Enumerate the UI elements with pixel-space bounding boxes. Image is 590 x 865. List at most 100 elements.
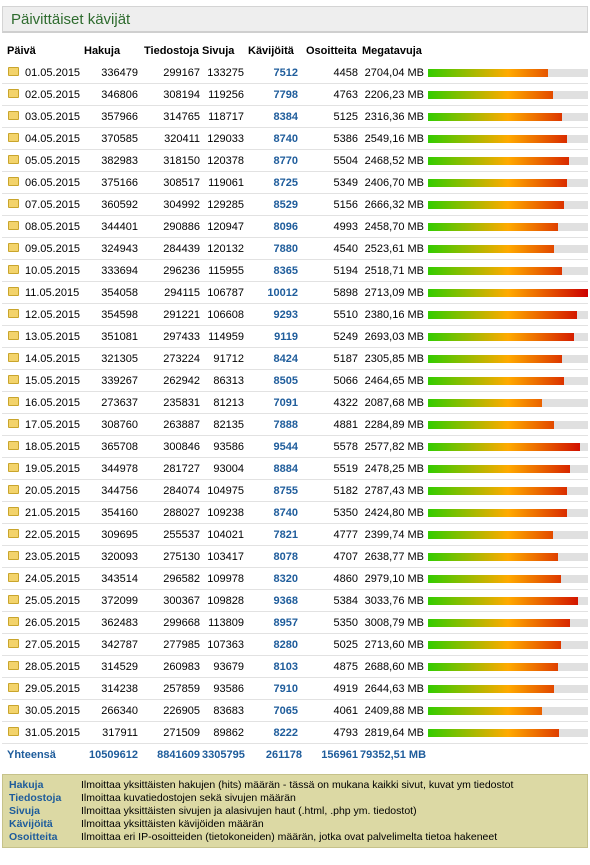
usage-bar-fill (428, 596, 578, 605)
hakuja-cell: 336479 (84, 62, 140, 84)
day-label: 15.05.2015 (25, 374, 81, 387)
usage-bar (428, 112, 588, 121)
osoitteita-cell: 4322 (304, 391, 360, 414)
osoitteita-cell: 5125 (304, 105, 360, 128)
bar-cell (428, 83, 588, 106)
day-label: 02.05.2015 (25, 88, 81, 101)
kavijoita-cell: 9119 (246, 325, 304, 348)
usage-bar-fill (428, 574, 561, 583)
sivuja-cell: 106608 (202, 303, 246, 326)
osoitteita-cell: 5519 (304, 457, 360, 480)
usage-bar (428, 508, 588, 517)
table-row: 13.05.2015 351081 297433 114959 9119 5249 2693… (2, 325, 588, 348)
folder-icon (8, 485, 19, 495)
tiedostoja-cell: 320411 (140, 127, 202, 150)
bar-cell (428, 259, 588, 282)
table-row: 02.05.2015 346806 308194 119256 7798 4763 2206… (2, 83, 588, 106)
megatavuja-cell: 2688,60 MB (360, 655, 428, 678)
bar-cell (428, 237, 588, 260)
sivuja-cell: 81213 (202, 391, 246, 414)
kavijoita-cell: 8103 (246, 655, 304, 678)
tiedostoja-cell: 300846 (140, 435, 202, 458)
day-cell: 04.05.2015 (2, 127, 84, 150)
tiedostoja-cell: 263887 (140, 413, 202, 436)
day-cell: 13.05.2015 (2, 325, 84, 348)
legend-desc: Ilmoittaa yksittäisten kävijöiden määrän (81, 818, 264, 830)
table-row: 06.05.2015 375166 308517 119061 8725 5349 2406… (2, 171, 588, 194)
col-header-sivuja: Sivuja (202, 45, 235, 57)
day-label: 09.05.2015 (25, 242, 81, 255)
hakuja-cell: 314529 (84, 655, 140, 678)
megatavuja-cell: 3033,76 MB (360, 589, 428, 612)
folder-icon (8, 507, 19, 517)
usage-bar (428, 68, 588, 77)
usage-bar-fill (428, 508, 567, 517)
bar-cell (428, 633, 588, 656)
kavijoita-cell: 7910 (246, 677, 304, 700)
folder-icon (8, 463, 19, 473)
megatavuja-cell: 2406,70 MB (360, 171, 428, 194)
col-header-hakuja: Hakuja (84, 45, 121, 57)
tiedostoja-cell: 291221 (140, 303, 202, 326)
day-label: 12.05.2015 (25, 308, 81, 321)
hakuja-cell: 266340 (84, 699, 140, 722)
col-header-bar (428, 40, 588, 62)
hakuja-cell: 372099 (84, 589, 140, 612)
tiedostoja-cell: 271509 (140, 721, 202, 744)
tiedostoja-cell: 290886 (140, 215, 202, 238)
usage-bar (428, 618, 588, 627)
usage-bar (428, 552, 588, 561)
kavijoita-cell: 8365 (246, 259, 304, 282)
kavijoita-cell: 7880 (246, 237, 304, 260)
sivuja-cell: 109828 (202, 589, 246, 612)
usage-bar-fill (428, 706, 542, 715)
day-cell: 01.05.2015 (2, 62, 84, 84)
folder-icon (8, 309, 19, 319)
osoitteita-cell: 5898 (304, 281, 360, 304)
megatavuja-cell: 2206,23 MB (360, 83, 428, 106)
osoitteita-cell: 5249 (304, 325, 360, 348)
hakuja-cell: 314238 (84, 677, 140, 700)
kavijoita-cell: 8320 (246, 567, 304, 590)
legend-term: Kävijöitä (9, 818, 53, 830)
tiedostoja-cell: 304992 (140, 193, 202, 216)
day-cell: 06.05.2015 (2, 171, 84, 194)
sivuja-cell: 103417 (202, 545, 246, 568)
hakuja-cell: 333694 (84, 259, 140, 282)
sivuja-cell: 109238 (202, 501, 246, 524)
osoitteita-cell: 5156 (304, 193, 360, 216)
osoitteita-cell: 5349 (304, 171, 360, 194)
sivuja-cell: 120378 (202, 149, 246, 172)
day-label: 19.05.2015 (25, 462, 81, 475)
tiedostoja-cell: 260983 (140, 655, 202, 678)
table-row: 07.05.2015 360592 304992 129285 8529 5156 2666… (2, 193, 588, 216)
folder-icon (8, 551, 19, 561)
folder-icon (8, 67, 19, 77)
day-cell: 09.05.2015 (2, 237, 84, 260)
osoitteita-cell: 4993 (304, 215, 360, 238)
sivuja-cell: 113809 (202, 611, 246, 634)
usage-bar-fill (428, 68, 548, 77)
legend-desc: Ilmoittaa kuvatiedostojen sekä sivujen m… (81, 792, 296, 804)
folder-icon (8, 617, 19, 627)
day-cell: 23.05.2015 (2, 545, 84, 568)
day-label: 08.05.2015 (25, 220, 81, 233)
usage-bar-fill (428, 200, 564, 209)
osoitteita-cell: 4793 (304, 721, 360, 744)
kavijoita-cell: 8384 (246, 105, 304, 128)
bar-cell (428, 62, 588, 84)
day-label: 23.05.2015 (25, 550, 81, 563)
legend-row: Sivuja Ilmoittaa yksittäisten sivujen ja … (9, 805, 581, 818)
usage-bar (428, 420, 588, 429)
folder-icon (8, 375, 19, 385)
bar-cell (428, 193, 588, 216)
legend-row: Osoitteita Ilmoittaa eri IP-osoitteiden (… (9, 831, 581, 844)
kavijoita-cell: 7512 (246, 62, 304, 84)
kavijoita-cell: 8222 (246, 721, 304, 744)
day-label: 01.05.2015 (25, 66, 81, 79)
usage-bar (428, 486, 588, 495)
kavijoita-cell: 8505 (246, 369, 304, 392)
day-cell: 18.05.2015 (2, 435, 84, 458)
usage-bar (428, 574, 588, 583)
tiedostoja-cell: 296236 (140, 259, 202, 282)
